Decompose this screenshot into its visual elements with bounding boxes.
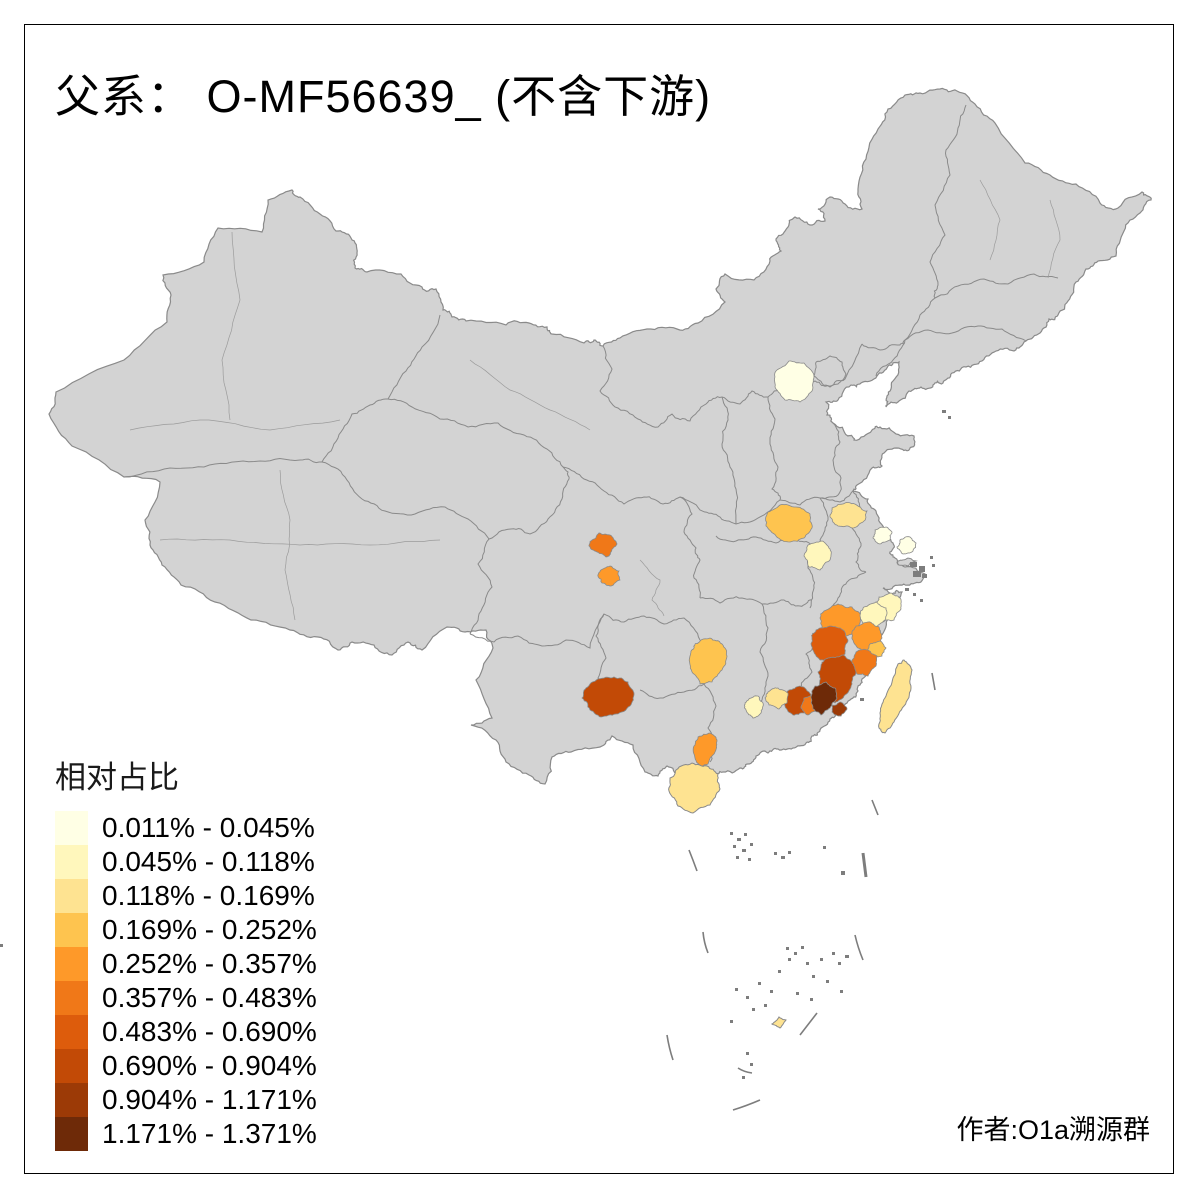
region-guangdong-north-small	[744, 695, 764, 719]
region-anhui-northeast	[829, 501, 868, 529]
legend-label: 0.483% - 0.690%	[102, 1016, 317, 1047]
legend-swatch	[55, 913, 88, 947]
legend-item: 0.483% - 0.690%	[55, 1015, 317, 1049]
region-anhui-fuyang	[765, 503, 813, 543]
highlight-regions	[581, 360, 917, 769]
region-jiangsu-nantong	[896, 536, 917, 555]
region-jiangsu-yangzhou	[872, 526, 893, 545]
legend-title: 相对占比	[55, 760, 179, 795]
region-yunnan-southeast	[581, 676, 635, 718]
legend-item: 1.171% - 1.371%	[55, 1117, 317, 1151]
legend-item: 0.690% - 0.904%	[55, 1049, 317, 1083]
legend-label: 0.690% - 0.904%	[102, 1050, 317, 1081]
region-guangxi-central	[688, 637, 728, 685]
region-anhui-hefei	[803, 540, 832, 571]
legend-swatch	[55, 1015, 88, 1049]
legend-swatch	[55, 811, 88, 845]
legend-label: 0.169% - 0.252%	[102, 914, 317, 945]
region-hainan-island	[668, 762, 721, 814]
prefecture-borders	[129, 179, 1061, 621]
legend-label: 0.045% - 0.118%	[102, 846, 315, 877]
region-guangdong-chaoshan	[810, 681, 838, 716]
legend-item: 0.011% - 0.045%	[55, 811, 317, 845]
legend-label: 0.011% - 0.045%	[102, 812, 315, 843]
legend-label: 0.118% - 0.169%	[102, 880, 315, 911]
legend-item: 0.252% - 0.357%	[55, 947, 317, 981]
region-hebei-central	[774, 360, 815, 403]
region-sichuan-south	[597, 565, 621, 587]
legend-label: 0.904% - 1.171%	[102, 1084, 317, 1115]
legend-item: 0.357% - 0.483%	[55, 981, 317, 1015]
legend-label: 0.252% - 0.357%	[102, 948, 317, 979]
legend-item: 0.045% - 0.118%	[55, 845, 317, 879]
legend-item: 0.118% - 0.169%	[55, 879, 317, 913]
legend-swatch	[55, 845, 88, 879]
region-taiwan-island	[878, 659, 913, 734]
legend: 相对占比 0.011% - 0.045% 0.045% - 0.118% 0.1…	[55, 752, 317, 1151]
page-title: 父系： O-MF56639_ (不含下游)	[55, 71, 712, 122]
legend-label: 1.171% - 1.371%	[102, 1118, 317, 1149]
south-sea-islets	[0, 832, 849, 1079]
legend-item: 0.169% - 0.252%	[55, 913, 317, 947]
region-guangdong-leizhou	[692, 732, 718, 769]
region-sichuan-chengdu	[588, 532, 618, 558]
south-sea-dashes	[666, 672, 936, 1111]
region-guangdong-east-small	[764, 687, 789, 710]
legend-swatch	[55, 1083, 88, 1117]
coastal-islets	[860, 410, 951, 701]
author-credit: 作者:O1a溯源群	[956, 1115, 1150, 1145]
legend-swatch	[55, 1117, 88, 1151]
region-guangdong-coast-east	[831, 701, 848, 717]
legend-swatch	[55, 1049, 88, 1083]
legend-label: 0.357% - 0.483%	[102, 982, 317, 1013]
legend-swatch	[55, 947, 88, 981]
region-south-sea-islet	[770, 1016, 787, 1029]
legend-item: 0.904% - 1.171%	[55, 1083, 317, 1117]
legend-swatch	[55, 981, 88, 1015]
islands	[668, 557, 918, 1029]
legend-swatch	[55, 879, 88, 913]
